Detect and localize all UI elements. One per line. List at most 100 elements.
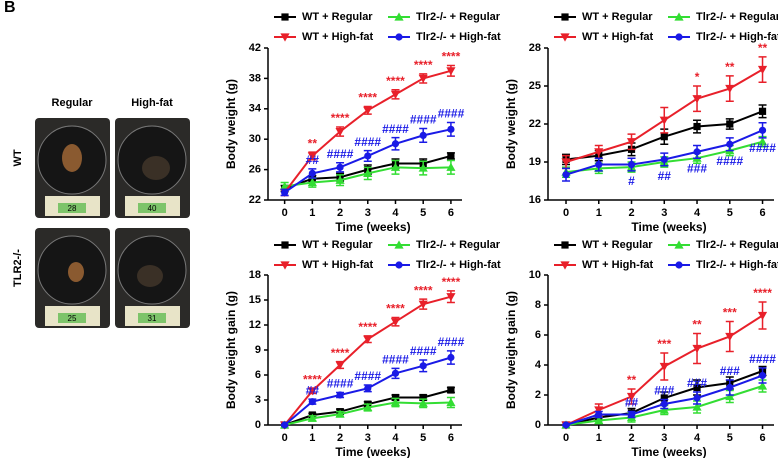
marker xyxy=(626,392,637,402)
marker xyxy=(561,158,571,167)
photo-row-label: WT xyxy=(12,149,24,166)
photo: 40 xyxy=(115,118,190,218)
marker xyxy=(659,116,669,125)
marker xyxy=(308,169,316,177)
marker xyxy=(594,406,604,415)
significance-label: **** xyxy=(414,58,433,72)
significance-label: #### xyxy=(438,107,465,121)
x-tick-label: 3 xyxy=(661,207,667,219)
marker xyxy=(692,95,702,104)
marker xyxy=(419,393,427,402)
legend-marker xyxy=(674,12,684,21)
significance-label: #### xyxy=(354,135,381,149)
x-tick-label: 2 xyxy=(628,432,634,444)
marker xyxy=(364,152,372,160)
legend-label: WT + High-fat xyxy=(302,259,374,271)
significance-label: **** xyxy=(358,320,377,334)
scale-reading: 31 xyxy=(148,314,157,323)
marker xyxy=(562,421,570,429)
significance-label: **** xyxy=(442,50,461,64)
marker xyxy=(627,410,636,419)
legend-label: Tlr2-/- + Regular xyxy=(416,239,501,251)
marker xyxy=(390,90,401,99)
marker xyxy=(757,311,768,321)
marker xyxy=(660,133,668,141)
legend-marker xyxy=(674,240,684,249)
marker xyxy=(308,398,316,406)
marker xyxy=(307,152,317,161)
significance-label: ## xyxy=(625,396,639,410)
significance-label: **** xyxy=(414,283,433,297)
x-tick-label: 2 xyxy=(628,207,634,219)
x-tick-label: 4 xyxy=(694,432,701,444)
x-tick-label: 3 xyxy=(365,207,371,219)
marker xyxy=(693,148,701,156)
significance-label: ** xyxy=(308,136,318,150)
x-tick-label: 1 xyxy=(309,432,315,444)
significance-label: *** xyxy=(657,337,671,351)
marker xyxy=(335,409,345,418)
x-tick-label: 4 xyxy=(392,432,399,444)
legend-label: Tlr2-/- + High-fat xyxy=(416,259,501,271)
scale-reading: 28 xyxy=(68,204,77,213)
marker xyxy=(447,152,455,160)
x-tick-label: 4 xyxy=(694,207,701,219)
y-tick-label: 26 xyxy=(249,164,261,176)
marker xyxy=(758,107,767,115)
x-tick-label: 5 xyxy=(727,207,733,219)
significance-label: #### xyxy=(716,154,743,168)
y-axis-label: Body weight (g) xyxy=(224,79,238,169)
x-tick-label: 3 xyxy=(365,432,371,444)
marker xyxy=(335,128,345,137)
significance-label: #### xyxy=(327,147,354,161)
significance-label: ### xyxy=(654,384,674,398)
legend-marker xyxy=(675,261,683,269)
significance-label: **** xyxy=(358,91,377,105)
y-tick-label: 28 xyxy=(529,42,541,54)
legend-label: Tlr2-/- + Regular xyxy=(696,11,778,23)
x-axis-label: Time (weeks) xyxy=(335,445,410,458)
significance-label: #### xyxy=(749,141,776,155)
legend-marker xyxy=(394,240,404,249)
scale-reading: 25 xyxy=(68,314,77,323)
significance-label: *** xyxy=(723,306,737,320)
legend-label: WT + Regular xyxy=(302,239,373,251)
y-tick-label: 8 xyxy=(535,299,541,311)
marker xyxy=(363,106,373,115)
significance-label: #### xyxy=(382,122,409,136)
significance-label: #### xyxy=(410,113,437,127)
y-tick-label: 2 xyxy=(535,389,541,401)
legend-label: WT + High-fat xyxy=(582,31,654,43)
legend-marker xyxy=(560,261,570,270)
significance-label: ### xyxy=(687,161,707,175)
marker xyxy=(390,318,401,327)
marker xyxy=(391,140,400,148)
marker xyxy=(418,163,428,172)
marker xyxy=(693,383,701,392)
x-axis-label: Time (weeks) xyxy=(631,220,706,234)
marker xyxy=(562,171,570,179)
significance-label: **** xyxy=(386,74,405,88)
marker xyxy=(627,160,636,169)
legend-label: WT + Regular xyxy=(582,239,653,251)
marker xyxy=(363,402,373,412)
significance-label: ** xyxy=(725,60,735,74)
marker xyxy=(594,148,604,157)
marker xyxy=(693,394,701,402)
marker xyxy=(307,387,317,396)
y-tick-label: 16 xyxy=(529,194,541,206)
significance-label: **** xyxy=(303,373,322,387)
y-tick-label: 34 xyxy=(249,103,262,115)
legend-marker xyxy=(281,13,289,21)
x-tick-label: 6 xyxy=(759,207,765,219)
significance-label: ** xyxy=(758,41,768,55)
marker xyxy=(307,177,317,187)
significance-label: #### xyxy=(327,377,354,391)
marker xyxy=(447,125,455,133)
x-tick-label: 6 xyxy=(759,432,765,444)
marker xyxy=(659,362,669,372)
y-tick-label: 6 xyxy=(255,369,261,381)
marker xyxy=(390,397,401,407)
y-tick-label: 9 xyxy=(255,344,261,356)
